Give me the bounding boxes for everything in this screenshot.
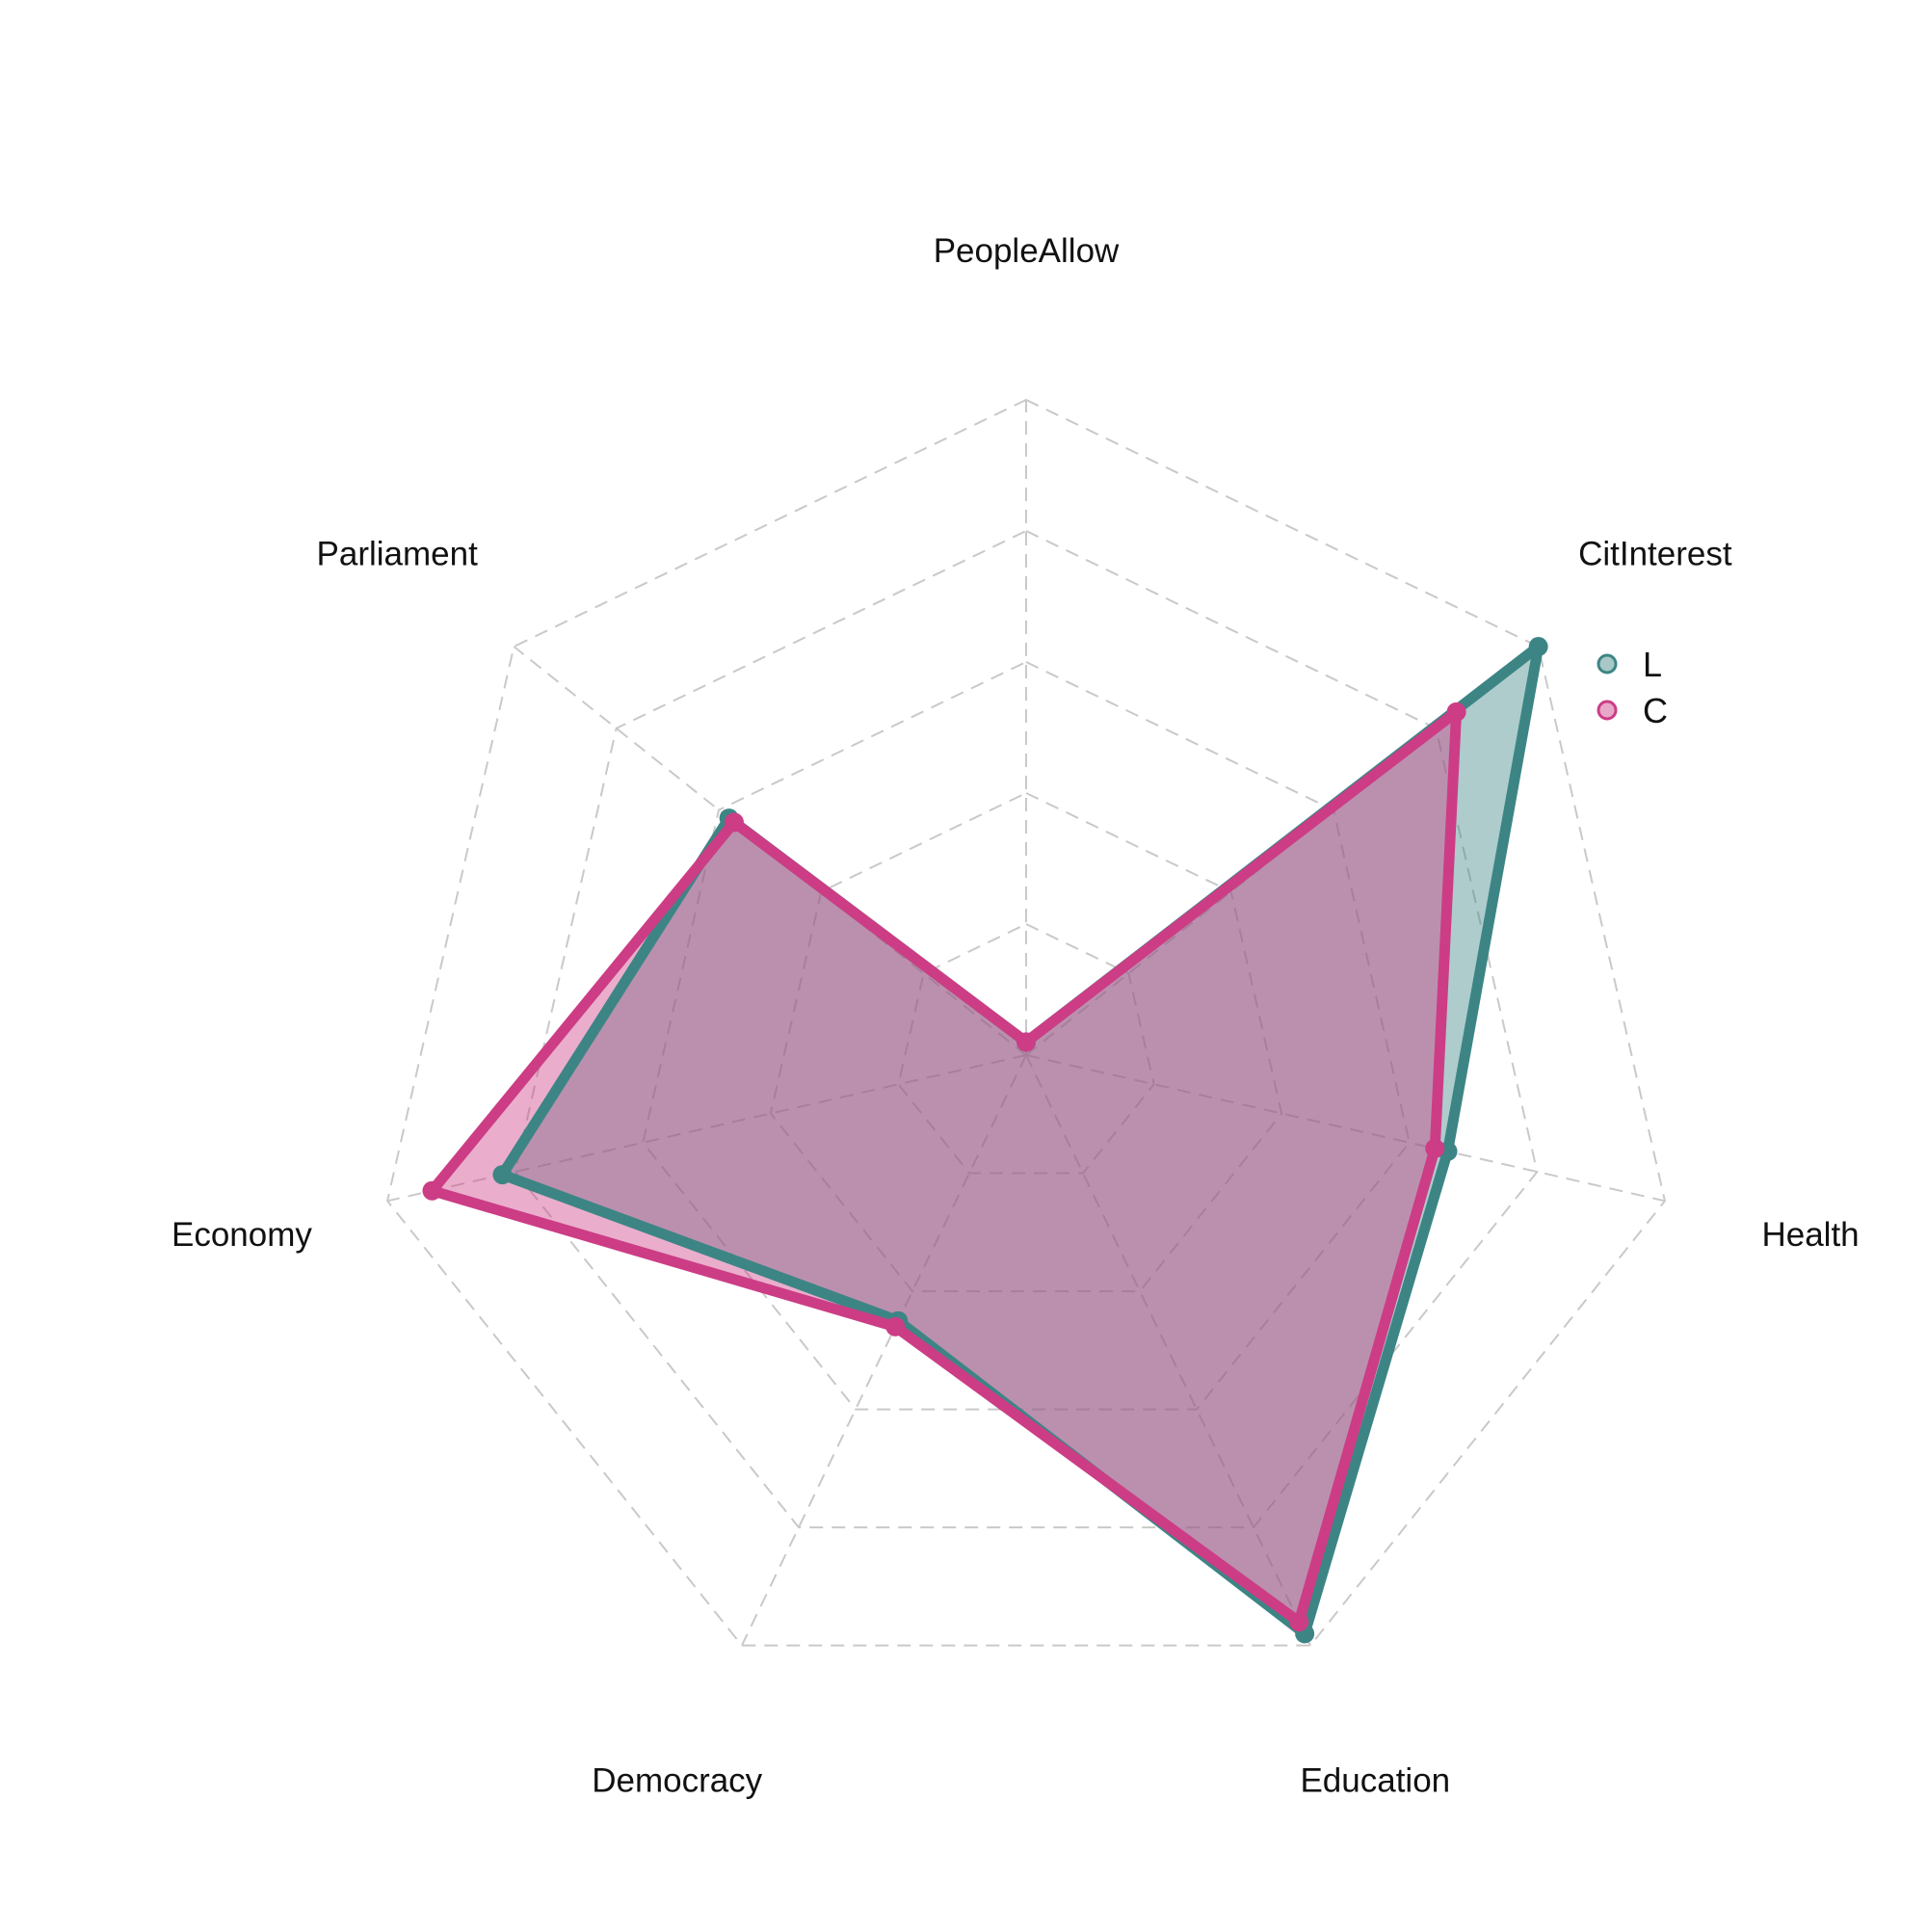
series-area-L	[502, 647, 1539, 1634]
axis-labels: PeopleAllow CitInterest Health Education Dem…	[172, 232, 1860, 1799]
data-point-C	[1425, 1138, 1445, 1158]
legend-label-L: L	[1643, 645, 1662, 684]
axis-label: Economy	[172, 1216, 312, 1254]
axis-label: Health	[1761, 1216, 1859, 1254]
axis-label: Education	[1300, 1761, 1450, 1799]
axis-label: Parliament	[317, 535, 479, 572]
legend: LC	[1597, 645, 1668, 730]
data-point-C	[1016, 1032, 1036, 1052]
data-point-L	[492, 1165, 513, 1185]
data-point-C	[422, 1180, 442, 1201]
data-point-C	[885, 1316, 906, 1337]
legend-marker-C	[1597, 700, 1618, 721]
axis-label: CitInterest	[1578, 535, 1732, 572]
legend-label-C: C	[1643, 691, 1668, 730]
data-point-L	[1528, 637, 1548, 657]
data-point-C	[1289, 1612, 1309, 1632]
legend-marker-L	[1597, 653, 1618, 675]
data-point-C	[724, 812, 744, 833]
series-layer	[422, 637, 1548, 1644]
axis-label: Democracy	[592, 1761, 762, 1799]
series-line-C	[426, 706, 1463, 1628]
series-area-C	[432, 711, 1457, 1623]
axis-label: PeopleAllow	[934, 232, 1120, 270]
data-point-C	[1446, 701, 1466, 722]
